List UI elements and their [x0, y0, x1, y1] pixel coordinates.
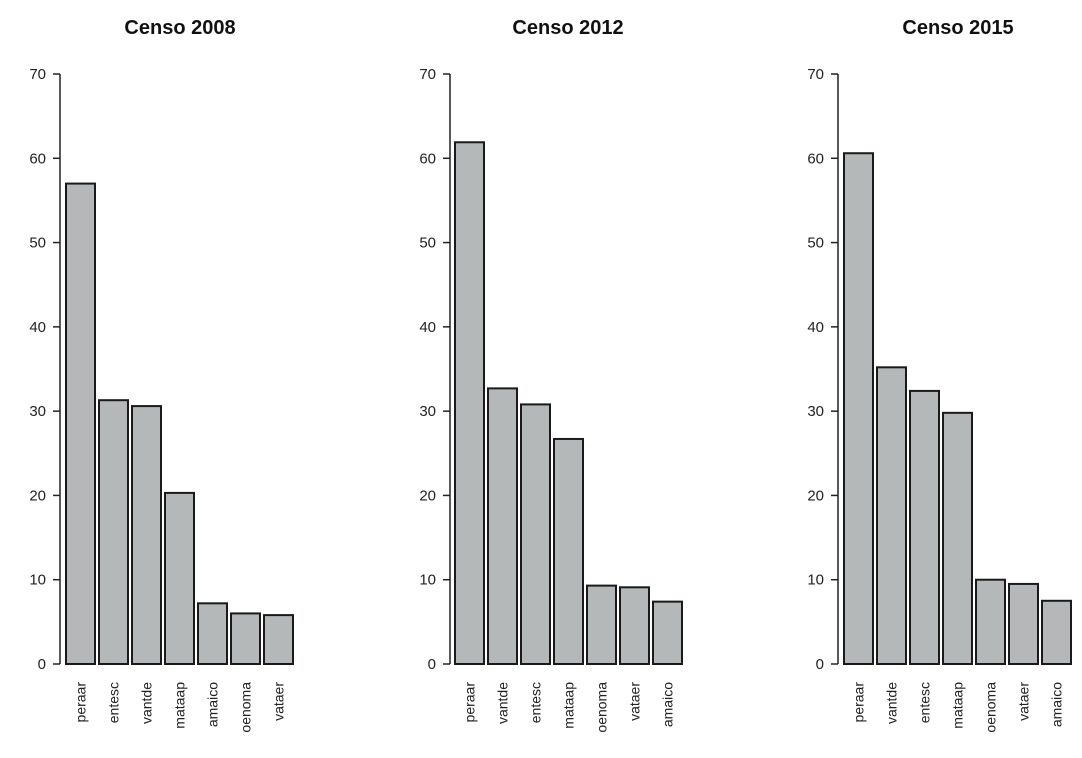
category-label: vataer: [271, 682, 287, 721]
y-tick-label: 20: [807, 487, 824, 504]
chart-panel-3: Censo 2015 0 10 20 30 40 50 60 70 peraar vantde ent…: [807, 17, 1072, 733]
y-tick-label: 0: [38, 656, 46, 673]
category-label: vantde: [139, 682, 155, 724]
category-label: vataer: [627, 682, 643, 721]
bar-vantde: [876, 366, 907, 665]
y-tick-label: 70: [807, 66, 824, 83]
y-tick-label: 20: [29, 487, 46, 504]
category-label: mataap: [950, 682, 966, 729]
y-tick-label: 50: [419, 235, 436, 252]
y-tick-label: 30: [419, 403, 436, 420]
category-label: vantde: [884, 682, 900, 724]
y-tick-label: 10: [807, 572, 824, 589]
category-label: peraar: [851, 682, 867, 723]
y-tick-label: 10: [419, 572, 436, 589]
category-label: mataap: [561, 682, 577, 729]
chart-panel-1: Censo 2008 0 10 20 30 40 50 60 70 peraar entesc van…: [29, 17, 294, 733]
y-tick-label: 50: [29, 235, 46, 252]
category-label: amaico: [1049, 682, 1065, 727]
bar-oenoma: [586, 584, 617, 665]
y-tick-label: 70: [29, 66, 46, 83]
bar-entesc: [520, 403, 551, 665]
y-tick-label: 30: [29, 403, 46, 420]
y-tick-label: 0: [428, 656, 436, 673]
category-label: entesc: [528, 682, 544, 723]
bar-entesc: [98, 399, 129, 665]
bar-oenoma: [975, 578, 1006, 666]
chart-panel-2: Censo 2012 0 10 20 30 40 50 60 70 peraar vantde ent…: [419, 17, 683, 733]
category-label: oenoma: [983, 682, 999, 733]
bar-mataap: [942, 411, 973, 666]
bar-vataer: [619, 586, 650, 665]
category-label: vantde: [495, 682, 511, 724]
bar-amaico: [652, 600, 683, 666]
category-label: amaico: [660, 682, 676, 727]
chart-title: Censo 2012: [512, 17, 623, 39]
y-tick-label: 40: [29, 319, 46, 336]
y-tick-label: 0: [816, 656, 824, 673]
bar-vantde: [487, 387, 518, 665]
bar-vataer: [1008, 582, 1039, 666]
y-tick-label: 30: [807, 403, 824, 420]
bar-vataer: [263, 614, 294, 665]
y-tick-label: 60: [807, 150, 824, 167]
y-tick-label: 40: [419, 319, 436, 336]
bar-entesc: [909, 389, 940, 665]
chart-title: Censo 2015: [902, 17, 1013, 39]
y-tick-label: 50: [807, 235, 824, 252]
bar-peraar: [65, 182, 96, 665]
y-tick-label: 60: [29, 150, 46, 167]
category-label: oenoma: [594, 682, 610, 733]
y-tick-label: 60: [419, 150, 436, 167]
bar-oenoma: [230, 612, 261, 666]
bar-amaico: [1041, 599, 1072, 665]
y-tick-label: 20: [419, 487, 436, 504]
bar-peraar: [454, 141, 485, 665]
y-tick-label: 70: [419, 66, 436, 83]
category-label: peraar: [462, 682, 478, 723]
bar-peraar: [843, 152, 874, 665]
y-tick-label: 10: [29, 572, 46, 589]
bar-mataap: [164, 491, 195, 665]
category-label: vataer: [1016, 682, 1032, 721]
category-label: entesc: [917, 682, 933, 723]
chart-title: Censo 2008: [124, 17, 235, 39]
y-tick-label: 40: [807, 319, 824, 336]
category-label: oenoma: [238, 682, 254, 733]
bar-amaico: [197, 602, 228, 665]
category-label: amaico: [205, 682, 221, 727]
bar-vantde: [131, 405, 162, 665]
category-label: entesc: [106, 682, 122, 723]
category-label: peraar: [73, 682, 89, 723]
category-label: mataap: [172, 682, 188, 729]
bar-mataap: [553, 437, 584, 666]
